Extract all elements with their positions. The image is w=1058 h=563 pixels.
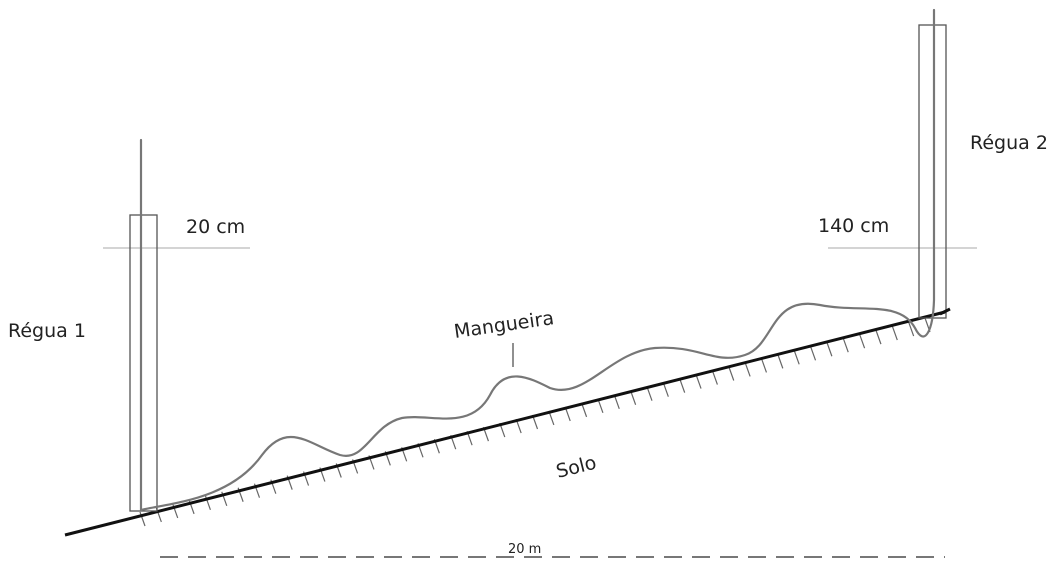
hatch-mark [809, 346, 817, 361]
distance-label: 20 m [508, 542, 541, 557]
reading-1-label: 20 cm [186, 216, 245, 238]
hatch-mark [760, 358, 768, 373]
hatch-mark [908, 321, 915, 337]
hatch-mark [630, 390, 637, 405]
ground-end-mark [939, 307, 951, 316]
ground-label: Solo [554, 452, 599, 483]
hatch-mark [695, 374, 702, 389]
ground-hatching [139, 317, 931, 527]
ruler-1-label: Régua 1 [8, 320, 86, 342]
hatch-mark [859, 333, 866, 349]
hatch-mark [711, 370, 718, 385]
hatch-mark [777, 354, 784, 369]
hatch-mark [875, 329, 882, 345]
hatch-mark [891, 325, 898, 341]
ruler-2-label: Régua 2 [970, 132, 1048, 154]
hatch-mark [662, 382, 669, 397]
reading-2-label: 140 cm [818, 215, 889, 237]
hatch-mark [826, 342, 833, 357]
ruler-2 [918, 24, 947, 319]
hatch-mark [679, 378, 686, 393]
hatch-mark [646, 386, 653, 401]
hatch-mark [728, 366, 735, 381]
hose-label: Mangueira [453, 307, 556, 343]
hatch-mark [793, 350, 800, 365]
hose-line [139, 8, 936, 512]
ground-line [64, 310, 946, 537]
ruler-1 [129, 214, 158, 512]
hatch-mark [842, 338, 849, 353]
hatch-mark [744, 362, 751, 377]
